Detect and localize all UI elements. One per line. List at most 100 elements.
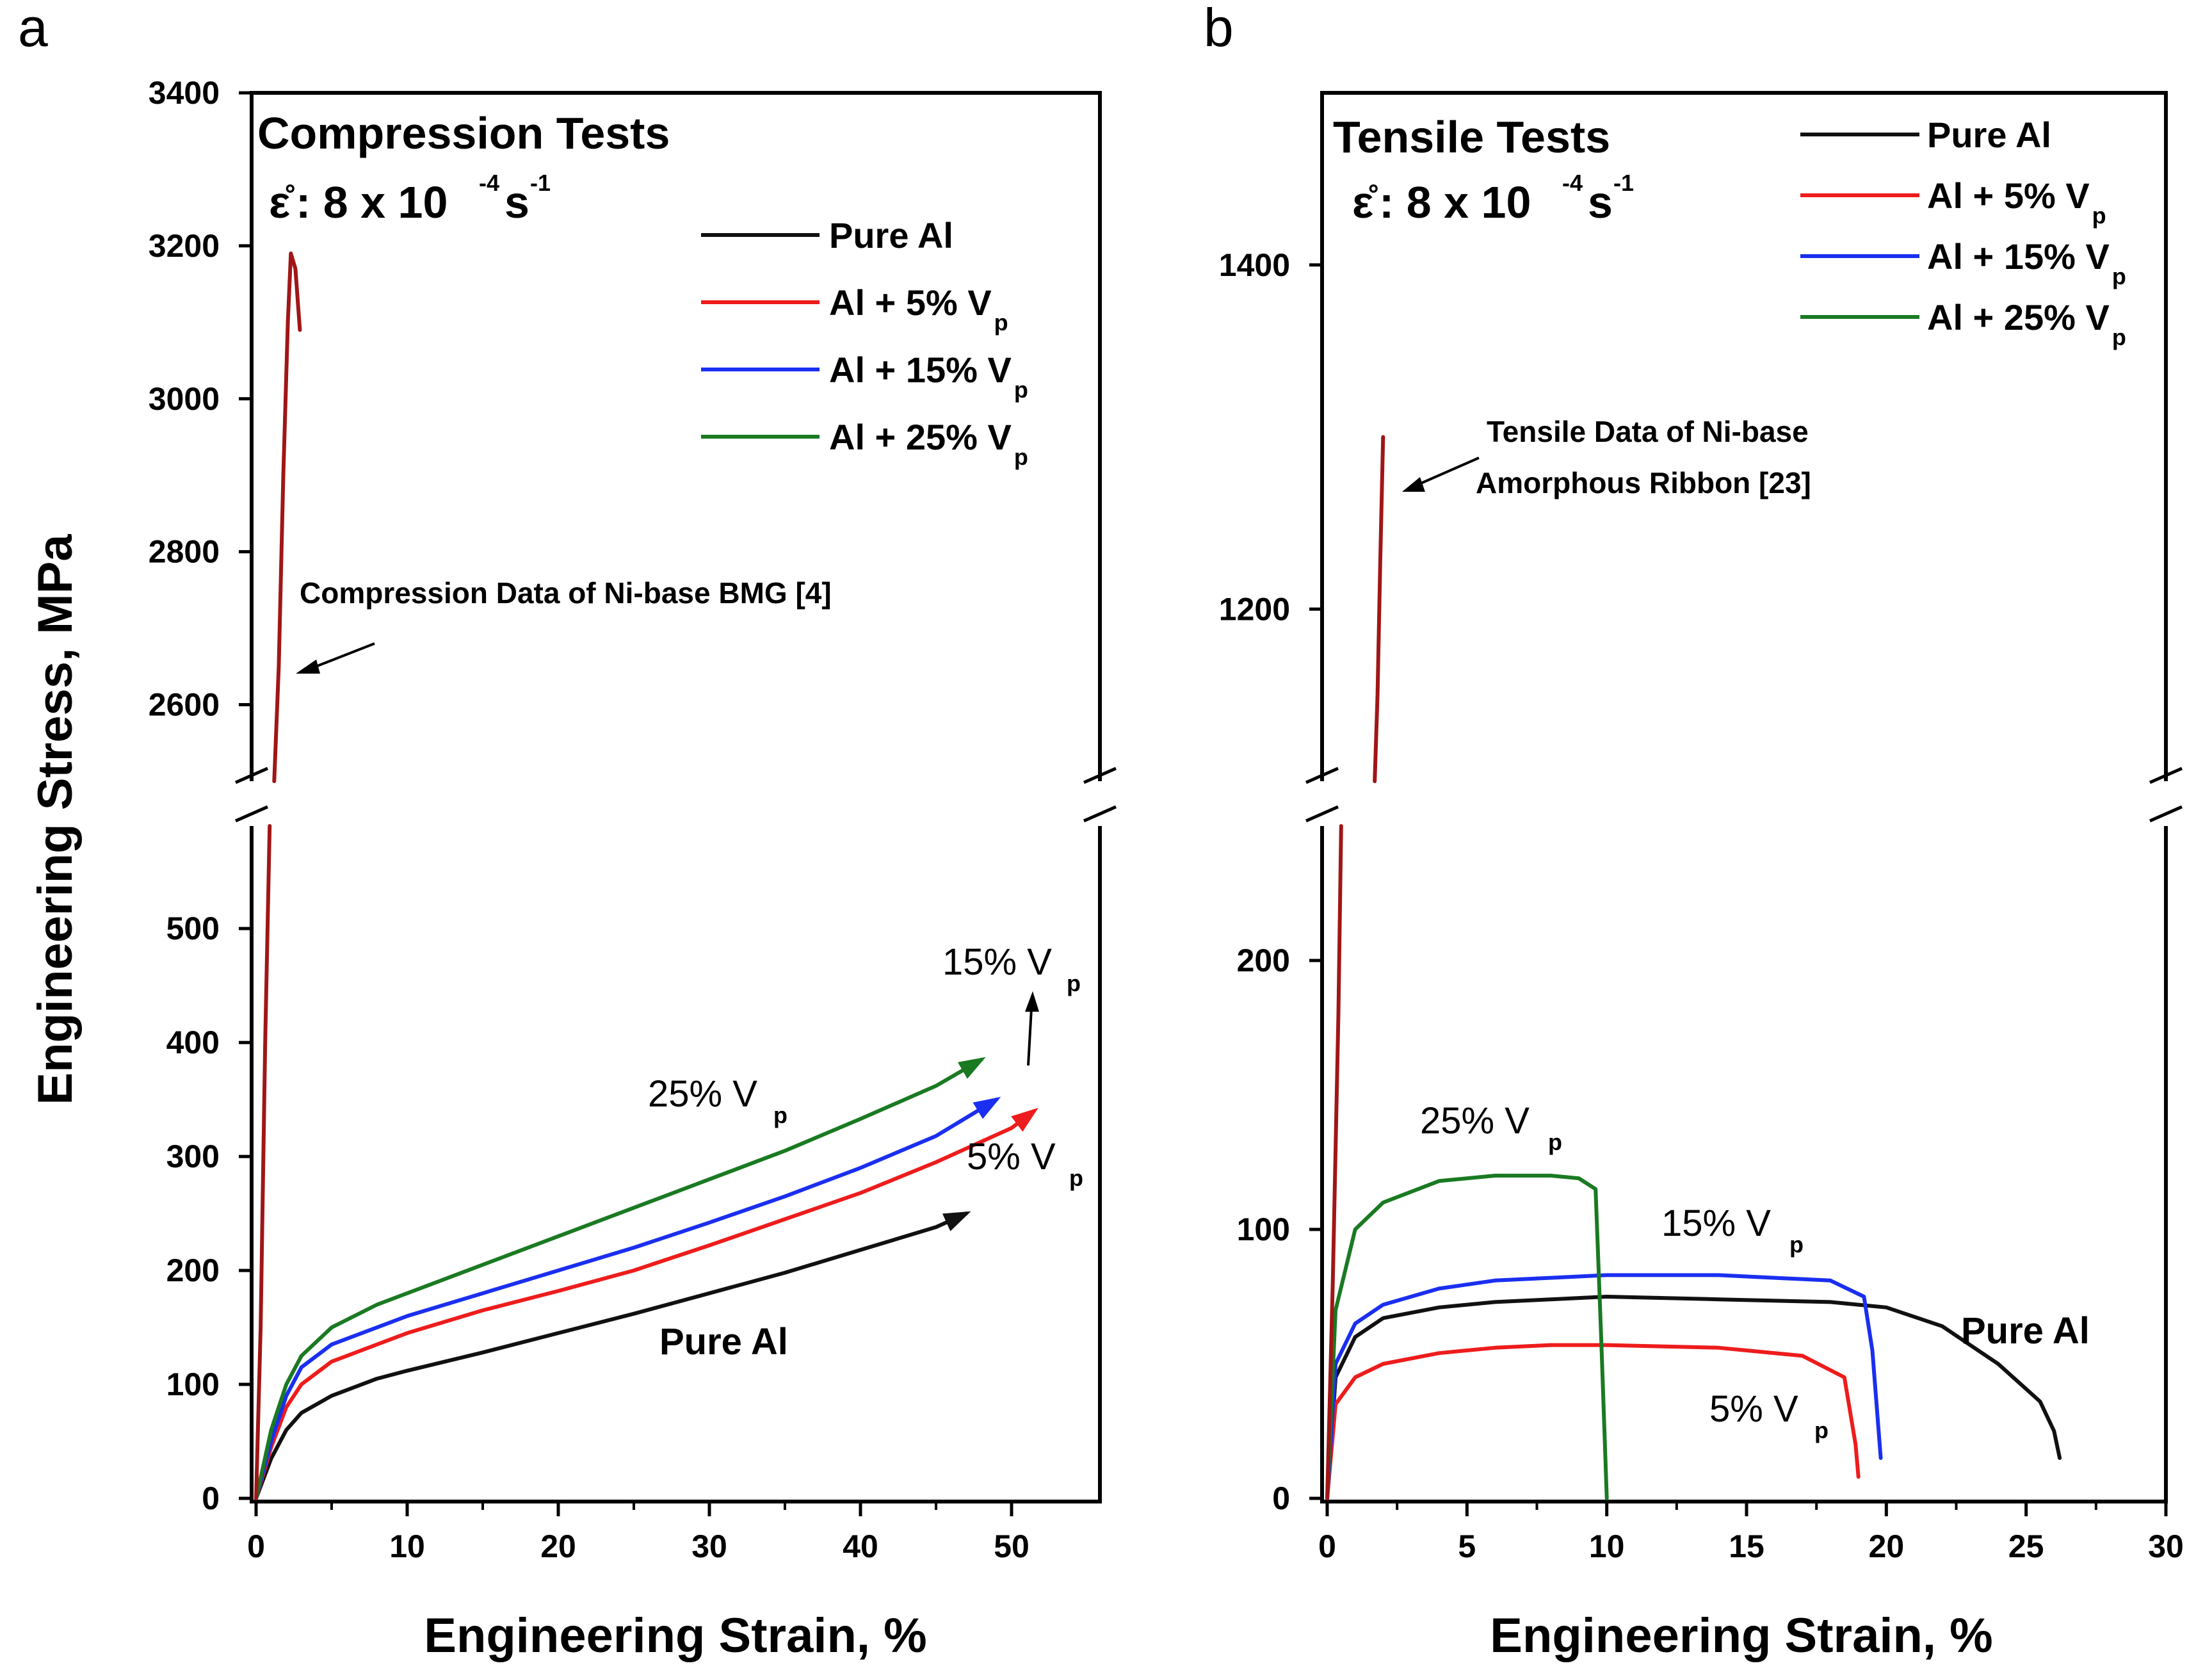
svg-text:15% V: 15% V	[942, 941, 1052, 983]
panel-b: b 0 5 10 15 20 25 30 0 100 200 1200 1400 Engineerin…	[1204, 0, 2184, 1663]
x-tick-label: 40	[843, 1528, 878, 1564]
svg-text:p: p	[1814, 1417, 1829, 1443]
legend-subscript-al-25vp: p	[1014, 444, 1028, 470]
y-tick-label: 3200	[149, 228, 220, 264]
y-tick-label: 100	[166, 1366, 220, 1402]
panel-b-rate-symbol: ε̊	[1352, 177, 1378, 227]
y-tick-label: 100	[1237, 1211, 1290, 1247]
panel-b-ticks: 0 5 10 15 20 25 30 0 100 200 1200 1400	[1219, 247, 2184, 1564]
label-5vp-b: 5% V p	[1709, 1388, 1829, 1443]
y-tick-label: 500	[166, 911, 220, 946]
panel-b-rate-unit-exp: -1	[1613, 170, 1634, 196]
series-line-ni-base-amorphous-seg0	[254, 824, 272, 1500]
panel-a-annotation: Compression Data of Ni-base BMG [4]	[300, 576, 832, 610]
y-tick-label: 1400	[1219, 247, 1290, 283]
panel-b-title: Tensile Tests	[1333, 112, 1610, 162]
legend-subscript-al-5vp: p	[2092, 202, 2106, 229]
y-tick-label: 3000	[149, 381, 220, 417]
panel-a-x-axis-title: Engineering Strain, %	[424, 1608, 926, 1663]
panel-a-title: Compression Tests	[257, 108, 670, 158]
x-tick-label: 30	[2148, 1528, 2184, 1564]
svg-text:p: p	[1789, 1231, 1804, 1258]
svg-text:p: p	[773, 1102, 787, 1128]
y-tick-label: 200	[166, 1252, 220, 1288]
series-line-al-25vp	[254, 1057, 983, 1500]
legend-label-al-15vp: Al + 15% V	[829, 350, 1012, 390]
panel-a-ticks: 0 10 20 30 40 5001002003004005002600280030003…	[149, 75, 1029, 1564]
svg-text:25% V: 25% V	[1420, 1100, 1530, 1142]
x-tick-label: 20	[1869, 1528, 1905, 1564]
label-5vp-a: 5% V p	[967, 1136, 1083, 1191]
panel-b-rate-exp: -4	[1562, 170, 1583, 196]
legend-label-al-15vp: Al + 15% V	[1927, 236, 2110, 277]
x-tick-label: 25	[2008, 1528, 2044, 1564]
panel-a-rate-unit: s	[505, 177, 529, 227]
series-line-al-25vp	[1325, 1174, 1609, 1500]
panel-a-break-mark-right	[1083, 766, 1117, 823]
legend-label-pure-al: Pure Al	[829, 215, 953, 255]
x-tick-label: 10	[1589, 1528, 1625, 1564]
arrowhead-al-15vp	[973, 1097, 1001, 1119]
legend-subscript-al-25vp: p	[2112, 324, 2126, 350]
svg-text:5% V: 5% V	[967, 1136, 1056, 1178]
x-tick-label: 5	[1458, 1528, 1476, 1564]
panel-b-break-mark-left	[1305, 766, 1339, 823]
series-line-al-15vp	[254, 1098, 999, 1500]
x-tick-label: 0	[1318, 1528, 1336, 1564]
panel-a-letter: a	[18, 0, 48, 58]
panel-b-break-mark-right	[2149, 766, 2183, 823]
legend-label-al-5vp: Al + 5% V	[829, 282, 992, 323]
x-tick-label: 30	[691, 1528, 727, 1564]
series-line-pure-al	[254, 1211, 969, 1500]
arrowhead-pure-al	[942, 1211, 971, 1231]
panel-a-y-axis-title: Engineering Stress, MPa	[28, 534, 83, 1105]
panel-b-annotation-line2: Amorphous Ribbon [23]	[1476, 466, 1811, 499]
panel-b-x-axis-title: Engineering Strain, %	[1490, 1608, 1992, 1663]
series-line-al-5vp	[1325, 1343, 1861, 1500]
legend-label-al-25vp: Al + 25% V	[1927, 297, 2110, 337]
panel-b-curves	[1325, 435, 2062, 1500]
svg-text:5% V: 5% V	[1709, 1388, 1798, 1430]
series-line-ni-base-amorphous-seg0	[1325, 824, 1343, 1500]
panel-a: a 0 10 20 30 40 50010020030040050026002800300…	[18, 0, 1117, 1663]
y-tick-label: 400	[166, 1025, 220, 1060]
series-line-al-5vp	[254, 1108, 1037, 1500]
x-tick-label: 50	[994, 1528, 1029, 1564]
panel-a-curves	[254, 251, 1038, 1500]
x-tick-label: 15	[1729, 1528, 1764, 1564]
label-pure-al-b: Pure Al	[1961, 1310, 2090, 1352]
panel-b-rate-unit: s	[1588, 177, 1613, 227]
legend-label-pure-al: Pure Al	[1927, 115, 2051, 155]
y-tick-label: 0	[202, 1480, 220, 1516]
panel-a-rate-symbol: ε̊	[269, 177, 295, 227]
panel-b-annotation-line1: Tensile Data of Ni-base	[1487, 415, 1809, 448]
legend-subscript-al-15vp: p	[1014, 377, 1028, 403]
legend-label-al-5vp: Al + 5% V	[1927, 175, 2090, 216]
panel-b-letter: b	[1204, 0, 1234, 58]
svg-text:25% V: 25% V	[648, 1073, 757, 1115]
x-tick-label: 0	[247, 1528, 265, 1564]
label-25vp-b: 25% V p	[1420, 1100, 1562, 1155]
series-line-ni-base-amorphous-seg1	[1373, 435, 1385, 783]
legend-subscript-al-5vp: p	[994, 309, 1008, 336]
label-15vp-a-arrow	[1025, 991, 1039, 1066]
panel-a-rate-text: : 8 x 10	[296, 177, 448, 227]
panel-a-break-mark-left	[234, 766, 269, 823]
arrowhead-al-25vp	[957, 1057, 986, 1079]
y-tick-label: 200	[1237, 943, 1290, 978]
label-15vp-a: 15% V p	[942, 941, 1081, 996]
panel-a-annotation-arrow	[296, 642, 375, 674]
series-line-al-15vp	[1325, 1273, 1883, 1500]
panel-b-rate: ε̊ : 8 x 10 -4 s -1	[1352, 170, 1634, 227]
svg-text:p: p	[1069, 1165, 1083, 1191]
y-tick-label: 2600	[149, 687, 220, 723]
x-tick-label: 10	[389, 1528, 425, 1564]
legend-label-al-25vp: Al + 25% V	[829, 417, 1012, 457]
panel-b-rate-text: : 8 x 10	[1379, 177, 1531, 227]
y-tick-label: 300	[166, 1138, 220, 1174]
label-15vp-b: 15% V p	[1661, 1203, 1804, 1258]
series-line-pure-al	[1325, 1295, 2062, 1500]
